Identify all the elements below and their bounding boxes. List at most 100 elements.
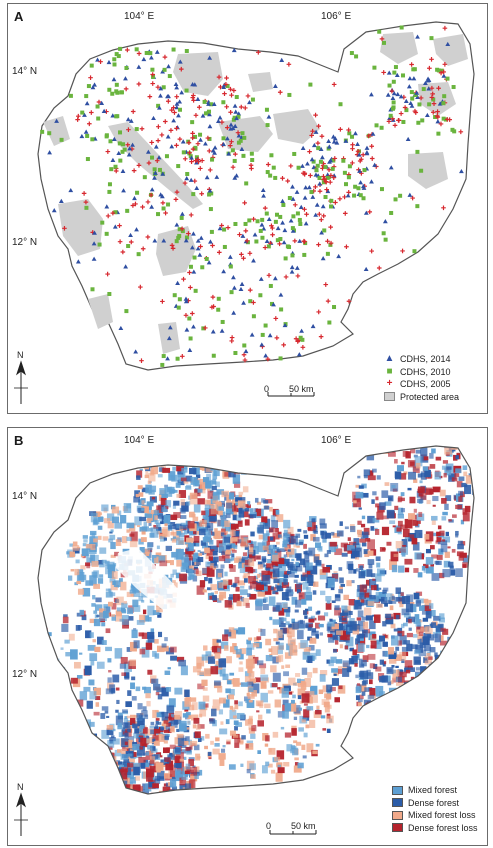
survey-2005-marker [302,207,307,212]
mixed-forest-patch [127,607,134,615]
mixed-forest-patch [462,465,468,471]
mixed-forest-patch [400,492,405,497]
dense-loss-patch [147,669,153,675]
mixed-loss-patch [215,446,221,447]
mixed-loss-patch [45,692,54,703]
mixed-forest-patch [176,530,182,536]
survey-2010-marker [200,265,205,270]
dense-forest-patch [350,525,356,533]
dense-forest-patch [158,631,163,638]
survey-2014-marker [278,292,284,297]
mixed-forest-patch [229,559,233,562]
mixed-loss-patch [112,787,116,791]
survey-2010-marker [401,119,406,124]
dense-loss-patch [477,501,480,504]
survey-2010-marker [303,241,308,246]
dense-forest-patch [315,611,320,615]
survey-2005-marker [187,150,192,156]
mixed-forest-patch [104,778,109,784]
survey-2010-marker [413,93,418,98]
dense-forest-patch [415,449,421,454]
dense-loss-patch [189,769,194,774]
dense-loss-patch [152,735,159,741]
dense-loss-patch [70,677,78,684]
survey-2014-marker [54,118,60,123]
mixed-loss-patch [219,697,226,704]
dense-forest-patch [130,799,137,808]
dense-forest-patch [111,735,115,738]
dense-forest-patch [383,587,389,592]
mixed-forest-patch [266,709,271,714]
mixed-forest-patch [308,606,313,611]
survey-2010-marker [251,314,256,319]
survey-2014-marker [231,275,236,280]
mixed-forest-patch [228,463,233,468]
dense-forest-patch [159,800,166,807]
dense-loss-patch [186,549,194,555]
lon-label-104: 104° E [124,11,155,22]
dense-loss-patch [28,721,35,730]
survey-2010-marker [399,25,404,30]
dense-forest-patch [232,583,237,586]
mixed-forest-patch [214,664,218,667]
survey-2005-marker [128,239,134,245]
dense-forest-patch [71,776,80,786]
dense-loss-patch [352,649,357,656]
mixed-forest-patch [123,718,129,724]
dense-forest-patch [285,597,290,601]
survey-2010-marker [207,109,212,114]
dense-loss-patch [234,576,240,584]
mixed-forest-patch [74,754,81,762]
dense-forest-patch [58,724,64,728]
survey-2010-marker [177,107,182,112]
dense-forest-patch [153,683,161,691]
dense-loss-patch [440,640,448,646]
mixed-loss-patch [226,494,232,502]
mixed-forest-patch [414,649,421,655]
dense-loss-patch [271,560,278,566]
survey-2014-marker [148,55,154,60]
dense-forest-patch [167,451,173,456]
mixed-forest-patch [83,686,91,692]
mixed-loss-patch [209,563,215,569]
survey-2014-marker [91,256,97,261]
survey-2014-marker [266,216,272,222]
dense-forest-patch [272,656,279,664]
mixed-forest-patch [222,455,228,463]
dense-forest-patch [338,588,343,594]
mixed-forest-patch [240,763,244,767]
survey-2010-marker [68,93,73,98]
dense-loss-patch [402,528,410,538]
survey-2014-marker [194,185,200,190]
mixed-forest-patch [252,545,259,555]
dense-loss-patch [238,520,242,524]
survey-2005-marker [350,142,355,148]
survey-2010-marker [107,189,112,194]
dense-forest-patch [161,643,167,648]
mixed-forest-patch [187,720,191,725]
dense-loss-patch [278,558,285,565]
mixed-forest-patch [301,598,307,605]
mixed-loss-patch [239,740,244,745]
survey-2005-marker [96,99,102,105]
dense-loss-patch [470,539,474,546]
mixed-forest-patch [168,471,176,481]
survey-2014-marker [314,202,320,207]
survey-2005-marker [321,213,326,219]
mixed-forest-patch [309,652,317,660]
mixed-forest-patch [224,583,230,592]
survey-2005-marker [327,179,333,185]
survey-2005-marker [318,217,324,222]
survey-2010-marker [117,141,122,146]
dense-forest-patch [228,468,236,478]
mixed-loss-patch [248,715,253,722]
mixed-forest-patch [169,489,176,493]
survey-2014-marker [233,109,239,114]
mixed-loss-patch [283,761,290,767]
mixed-forest-patch [268,596,276,606]
mixed-forest-patch [297,762,304,769]
mixed-loss-patch [399,601,404,608]
dense-forest-patch [167,754,175,760]
dense-forest-patch [417,498,424,503]
mixed-loss-patch [229,537,236,546]
